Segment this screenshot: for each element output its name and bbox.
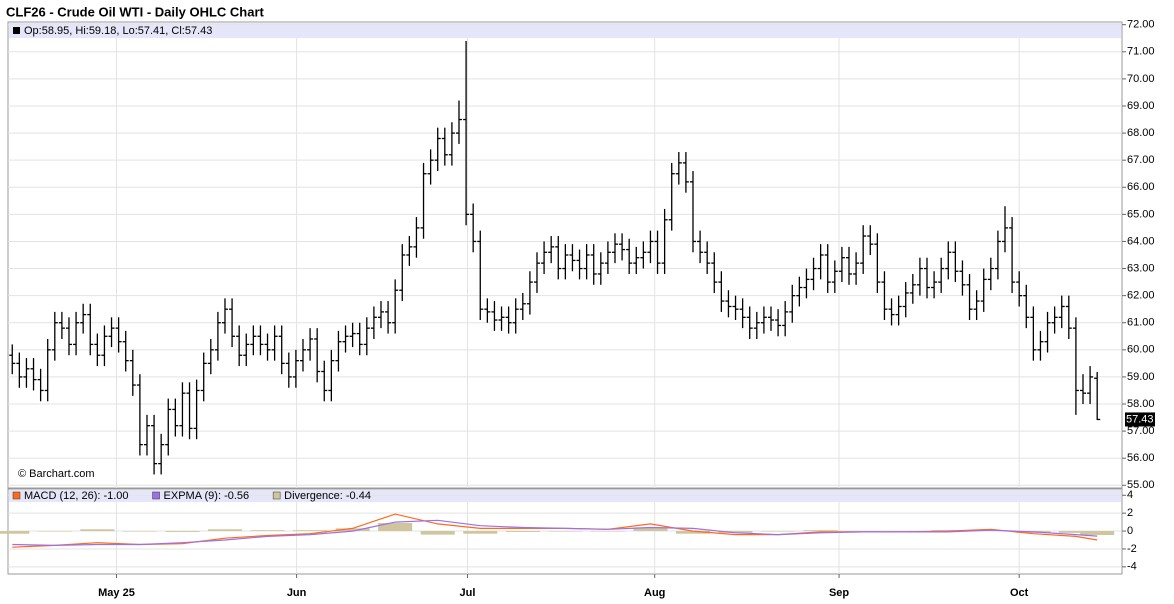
y-tick-label: 58.00 — [1127, 398, 1155, 410]
y-tick-label: 69.00 — [1127, 100, 1155, 112]
divergence-bar — [37, 531, 72, 532]
y-tick-label: 72.00 — [1127, 19, 1155, 31]
last-price-label: 57.43 — [1126, 413, 1154, 425]
legend-band — [9, 23, 1121, 38]
divergence-bar — [633, 527, 668, 532]
legend-text: Op:58.95, Hi:59.18, Lo:57.41, Cl:57.43 — [24, 25, 212, 37]
divergence-bar — [761, 531, 796, 532]
y-tick-label: 55.00 — [1127, 479, 1155, 491]
legend-band — [9, 490, 1121, 502]
y-tick-label: 68.00 — [1127, 127, 1155, 139]
y-tick-label: 4 — [1127, 489, 1133, 501]
y-tick-label: 0 — [1127, 525, 1133, 537]
chart-title: CLF26 - Crude Oil WTI - Daily OHLC Chart — [6, 4, 265, 19]
legend-text: MACD (12, 26): -1.00 — [24, 490, 129, 502]
y-tick-label: 66.00 — [1127, 181, 1155, 193]
divergence-bar — [420, 531, 455, 535]
divergence-bar — [207, 529, 243, 532]
y-tick-label: 61.00 — [1127, 317, 1155, 329]
divergence-bar — [0, 531, 30, 534]
divergence-bar — [165, 531, 200, 532]
divergence-bar — [718, 531, 753, 533]
divergence-bar — [335, 528, 370, 532]
y-tick-label: 65.00 — [1127, 208, 1155, 220]
divergence-bar — [590, 531, 625, 532]
y-tick-label: -4 — [1127, 561, 1137, 573]
y-tick-label: 62.00 — [1127, 290, 1155, 302]
divergence-bar — [293, 530, 328, 532]
divergence-bar — [122, 531, 157, 532]
divergence-bar — [548, 531, 583, 532]
legend-swatch — [152, 491, 160, 500]
divergence-bar — [505, 531, 540, 532]
x-tick-label: May 25 — [98, 587, 135, 599]
divergence-bar — [803, 530, 838, 532]
x-tick-label: Aug — [644, 587, 665, 599]
divergence-bar — [250, 530, 285, 532]
y-tick-label: 64.00 — [1127, 235, 1155, 247]
legend-text: Divergence: -0.44 — [284, 490, 371, 502]
legend-text: EXPMA (9): -0.56 — [164, 490, 250, 502]
x-tick-label: Sep — [829, 587, 849, 599]
last-price-box — [1125, 412, 1155, 427]
macd-line — [12, 519, 1098, 547]
y-tick-label: 71.00 — [1127, 46, 1155, 58]
y-tick-label: 60.00 — [1127, 344, 1155, 356]
y-tick-label: 70.00 — [1127, 73, 1155, 85]
y-tick-label: 56.00 — [1127, 452, 1155, 464]
y-tick-label: 63.00 — [1127, 262, 1155, 274]
watermark: © Barchart.com — [18, 468, 95, 480]
legend-swatch — [272, 491, 281, 500]
divergence-bar — [80, 529, 115, 532]
y-tick-label: 57.00 — [1127, 425, 1155, 437]
divergence-bar — [675, 531, 711, 534]
y-tick-label: 2 — [1127, 507, 1133, 519]
divergence-bar — [1058, 531, 1093, 533]
x-tick-label: Jul — [460, 587, 476, 599]
divergence-bar — [463, 531, 498, 534]
legend-swatch — [13, 27, 20, 34]
x-tick-label: Oct — [1010, 587, 1029, 599]
divergence-bar — [1080, 531, 1115, 535]
legend-swatch — [12, 491, 21, 500]
y-tick-label: 67.00 — [1127, 154, 1155, 166]
x-tick-label: Jun — [287, 587, 307, 599]
y-tick-label: 59.00 — [1127, 371, 1155, 383]
divergence-bar — [378, 523, 413, 532]
y-tick-label: -2 — [1127, 543, 1137, 555]
